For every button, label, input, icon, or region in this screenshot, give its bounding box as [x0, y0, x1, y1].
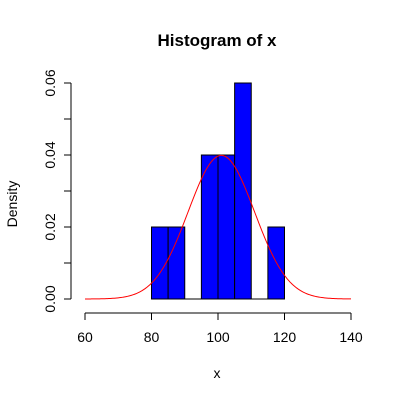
y-tick-label: 0.00: [42, 285, 58, 312]
y-axis: 0.00 0.02 0.04 0.06: [42, 69, 72, 313]
histogram-bar: [200, 154, 219, 300]
histogram-bar: [234, 82, 252, 300]
histogram-bar: [217, 154, 236, 300]
y-tick-label: 0.04: [42, 141, 58, 168]
chart-title: Histogram of x: [157, 31, 277, 50]
y-axis-label: Density: [4, 181, 20, 228]
x-tick-label: 80: [144, 329, 160, 345]
x-tick-label: 60: [77, 329, 93, 345]
y-tick-label: 0.06: [42, 69, 58, 96]
x-tick-label: 100: [206, 329, 230, 345]
x-axis: 60 80 100 120 140: [77, 312, 363, 345]
density-curve-layer: [84, 154, 352, 300]
y-tick-label: 0.02: [42, 213, 58, 240]
x-tick-label: 120: [273, 329, 297, 345]
x-tick-label: 140: [339, 329, 363, 345]
histogram-bars: [151, 82, 285, 300]
density-curve: [84, 154, 352, 300]
x-axis-label: x: [214, 365, 221, 381]
histogram-bar: [167, 226, 186, 300]
